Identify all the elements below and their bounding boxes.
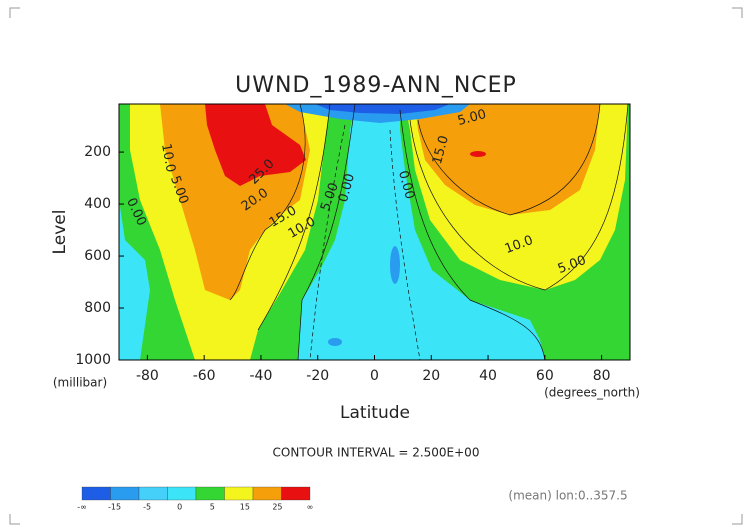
colorbar-label: -15: [108, 503, 121, 512]
colorbar-box: [252, 486, 282, 501]
x-tick-label: 60: [536, 368, 554, 384]
contour-label: 15.0: [430, 134, 452, 166]
region-orange: [415, 104, 600, 215]
y-axis-unit: (millibar): [53, 376, 107, 390]
colorbar-box: [224, 486, 254, 501]
chart-title: UWND_1989-ANN_NCEP: [235, 73, 517, 98]
region-blue: [328, 338, 342, 346]
footnote: (mean) lon:0..357.5: [508, 489, 627, 503]
y-tick-label: 200: [84, 144, 111, 160]
x-tick-label: 20: [422, 368, 440, 384]
x-tick-label: 80: [593, 368, 611, 384]
colorbar-label: 5: [210, 503, 215, 512]
x-tick-label: 40: [479, 368, 497, 384]
colorbar-box: [110, 486, 140, 501]
x-tick-label: 0: [370, 368, 379, 384]
region-red: [205, 104, 306, 186]
y-tick-label: 800: [84, 300, 111, 316]
contour-line: [229, 104, 306, 301]
x-tick-label: -40: [250, 368, 273, 384]
region-red: [470, 151, 486, 157]
colorbar-box: [167, 486, 197, 501]
colorbar-label: -∞: [77, 503, 87, 512]
colorbar-label: ∞: [307, 503, 314, 512]
contour-line: [389, 129, 421, 360]
x-tick-label: -20: [306, 368, 329, 384]
colorbar-box: [138, 486, 168, 501]
x-axis-unit: (degrees_north): [544, 386, 640, 400]
region-dark-blue: [315, 104, 450, 114]
colorbar-box: [195, 486, 225, 501]
colorbar-label: 0: [177, 503, 182, 512]
region-blue: [390, 246, 400, 284]
contour-label: 5.00: [456, 107, 488, 129]
y-tick-label: 400: [84, 196, 111, 212]
colorbar-label: 25: [272, 503, 282, 512]
colorbar-box: [81, 486, 111, 501]
contour-line: [399, 109, 546, 360]
corner-marks: [9, 7, 743, 525]
x-axis-title: Latitude: [340, 403, 410, 423]
contour-interval: CONTOUR INTERVAL = 2.500E+00: [273, 446, 480, 460]
fills: [119, 104, 630, 360]
colorbar-label: -5: [143, 503, 151, 512]
y-tick-label: 1000: [75, 352, 111, 368]
contour-line: [417, 104, 601, 216]
contour-line: [257, 104, 331, 331]
x-tick-label: -80: [136, 368, 159, 384]
contour-line: [409, 104, 629, 291]
colorbar-box: [281, 486, 311, 501]
contour-line: [309, 124, 346, 360]
contour-label: 10.0: [158, 142, 178, 173]
y-axis-title: Level: [50, 210, 70, 255]
colorbar-label: 15: [240, 503, 250, 512]
contour-label: 0.00: [336, 172, 358, 204]
y-tick-label: 600: [84, 248, 111, 264]
contour-label: 0.00: [395, 169, 417, 201]
contour-line: [297, 104, 356, 360]
plot-area: [118, 103, 631, 361]
x-tick-label: -60: [193, 368, 216, 384]
